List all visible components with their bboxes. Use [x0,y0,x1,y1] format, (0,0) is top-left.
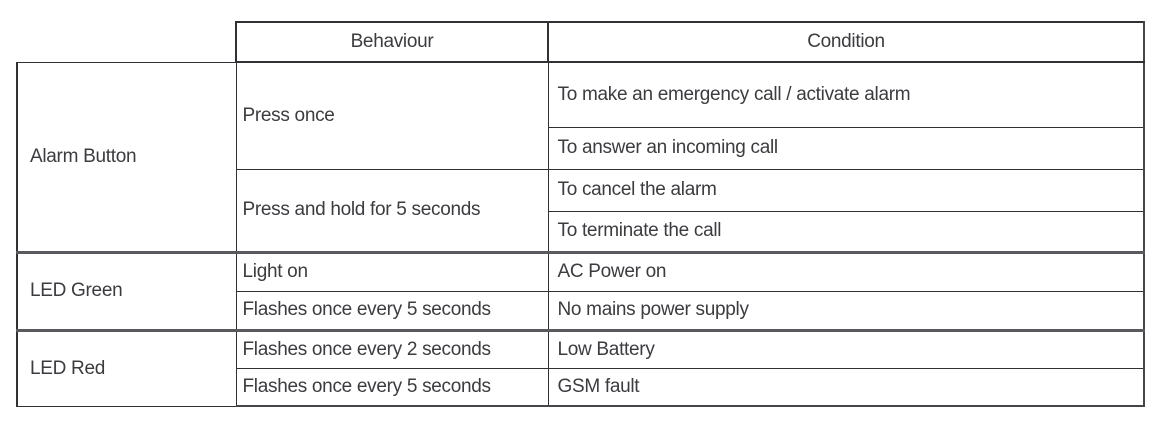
condition-make-emergency-call: To make an emergency call / activate ala… [547,61,1145,128]
behaviour-condition-table: Behaviour Condition Alarm Button Press o… [16,21,1145,407]
table-row: To answer an incoming call [17,126,1145,170]
table-row: LED Red Flashes once every 2 seconds Low… [16,328,1145,407]
behaviour-press-once: Press once [235,61,549,170]
row-label-alarm-button: Alarm Button [16,61,237,253]
condition-cancel-alarm: To cancel the alarm [547,168,1145,212]
table-row: To terminate the call [17,210,1145,253]
table-row: LED Green Light on AC Power on [16,250,1145,331]
condition-ac-power-on: AC Power on [547,250,1145,292]
behaviour-flashes-every-5-seconds-red: Flashes once every 5 seconds [235,367,549,407]
column-header-condition: Condition [547,21,1145,63]
row-label-led-green: LED Green [16,250,237,331]
condition-gsm-fault: GSM fault [547,367,1145,407]
row-label-led-red: LED Red [16,328,237,407]
table-row: Flashes once every 5 seconds GSM fault [17,367,1145,407]
table-row: Alarm Button Press once To make an emerg… [16,61,1145,253]
condition-no-mains-power: No mains power supply [547,290,1145,331]
header-row: Behaviour Condition [17,21,1145,63]
behaviour-flashes-every-2-seconds-red: Flashes once every 2 seconds [235,328,549,369]
condition-low-battery: Low Battery [547,328,1145,369]
empty-corner-cell [17,22,236,62]
behaviour-press-hold-5-seconds: Press and hold for 5 seconds [235,168,549,253]
behaviour-light-on: Light on [235,250,549,292]
condition-terminate-call: To terminate the call [547,210,1145,253]
table-row: Flashes once every 5 seconds No mains po… [17,290,1145,331]
condition-answer-incoming-call: To answer an incoming call [547,126,1145,170]
behaviour-flashes-every-5-seconds-green: Flashes once every 5 seconds [235,290,549,331]
column-header-behaviour: Behaviour [235,21,549,63]
